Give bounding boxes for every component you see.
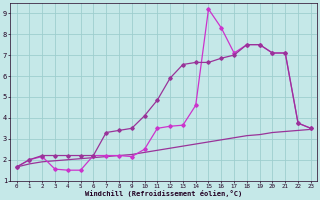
X-axis label: Windchill (Refroidissement éolien,°C): Windchill (Refroidissement éolien,°C) [85, 190, 242, 197]
